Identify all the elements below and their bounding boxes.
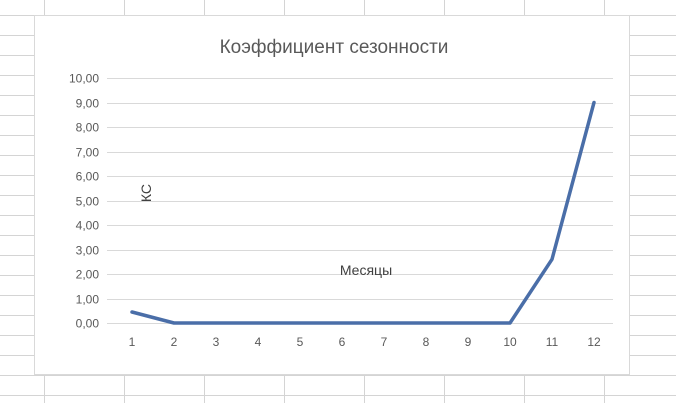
y-tick-label: 1,00 bbox=[76, 293, 100, 307]
x-tick-label: 1 bbox=[129, 335, 136, 349]
data-point[interactable] bbox=[508, 321, 512, 325]
data-point[interactable] bbox=[172, 321, 176, 325]
x-tick-label: 11 bbox=[546, 335, 559, 349]
y-tick-label: 8,00 bbox=[76, 121, 100, 135]
x-tick-label: 4 bbox=[255, 335, 262, 349]
y-tick-label: 7,00 bbox=[76, 146, 100, 160]
x-axis-ticks: 1 2 3 4 5 6 7 8 9 10 11 12 bbox=[129, 335, 601, 349]
y-tick-label: 0,00 bbox=[76, 317, 100, 331]
y-axis-ticks: 0,00 1,00 2,00 3,00 4,00 5,00 6,00 7,00 8,00 9,00… bbox=[69, 72, 99, 331]
x-tick-label: 5 bbox=[297, 335, 304, 349]
y-axis-title: КС bbox=[138, 184, 154, 202]
data-point[interactable] bbox=[424, 321, 428, 325]
x-tick-label: 8 bbox=[423, 335, 430, 349]
data-point[interactable] bbox=[256, 321, 260, 325]
data-point[interactable] bbox=[592, 101, 596, 104]
x-tick-label: 7 bbox=[381, 335, 388, 349]
line-chart: Коэффициент сезонности 0,00 1,00 2,00 3,00 4… bbox=[69, 37, 613, 349]
data-point[interactable] bbox=[130, 310, 134, 314]
y-tick-label: 4,00 bbox=[76, 219, 100, 233]
x-tick-label: 2 bbox=[171, 335, 178, 349]
x-tick-label: 6 bbox=[339, 335, 346, 349]
data-point[interactable] bbox=[214, 321, 218, 325]
y-tick-label: 3,00 bbox=[76, 244, 100, 258]
y-tick-label: 6,00 bbox=[76, 170, 100, 184]
x-tick-label: 3 bbox=[213, 335, 220, 349]
y-tick-label: 2,00 bbox=[76, 268, 100, 282]
data-point[interactable] bbox=[550, 257, 554, 261]
y-tick-label: 9,00 bbox=[76, 97, 100, 111]
x-axis-title: Месяцы bbox=[340, 262, 392, 278]
x-tick-label: 9 bbox=[465, 335, 472, 349]
series-line[interactable] bbox=[130, 100, 596, 325]
chart-area[interactable]: Коэффициент сезонности 0,00 1,00 2,00 3,00 4… bbox=[34, 15, 630, 375]
x-tick-label: 12 bbox=[587, 335, 601, 349]
data-point[interactable] bbox=[340, 321, 344, 325]
data-point[interactable] bbox=[298, 321, 302, 325]
chart-gridlines bbox=[107, 78, 613, 324]
x-tick-label: 10 bbox=[503, 335, 517, 349]
chart-series bbox=[130, 100, 596, 325]
y-tick-label: 10,00 bbox=[69, 72, 99, 86]
data-point[interactable] bbox=[382, 321, 386, 325]
data-point[interactable] bbox=[466, 321, 470, 325]
y-tick-label: 5,00 bbox=[76, 195, 100, 209]
chart-title: Коэффициент сезонности bbox=[220, 37, 449, 58]
